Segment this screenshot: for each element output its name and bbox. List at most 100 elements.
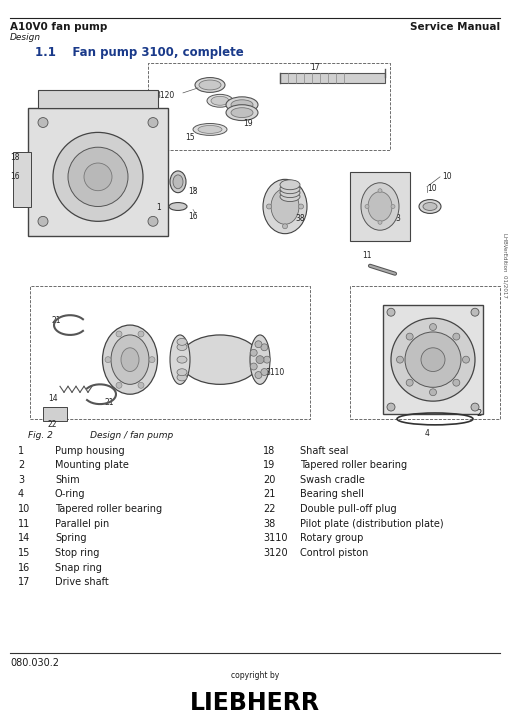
Text: Swash cradle: Swash cradle — [299, 475, 364, 485]
Ellipse shape — [279, 184, 299, 193]
Text: 10: 10 — [18, 504, 30, 514]
Text: 10: 10 — [441, 173, 451, 181]
Text: Tapered roller bearing: Tapered roller bearing — [299, 460, 406, 470]
Text: 1: 1 — [18, 446, 24, 456]
Text: Mounting plate: Mounting plate — [55, 460, 129, 470]
Text: 3: 3 — [18, 475, 24, 485]
Text: 080.030.2: 080.030.2 — [10, 658, 59, 668]
Ellipse shape — [121, 348, 139, 372]
Ellipse shape — [231, 108, 252, 118]
Circle shape — [68, 147, 128, 206]
Text: 11: 11 — [361, 252, 371, 260]
Circle shape — [404, 332, 460, 388]
Text: 10: 10 — [427, 184, 436, 193]
Circle shape — [38, 216, 48, 226]
Bar — [38, 90, 158, 108]
Circle shape — [84, 163, 112, 191]
Text: 3110: 3110 — [263, 533, 287, 544]
Text: Pump housing: Pump housing — [55, 446, 124, 456]
Ellipse shape — [279, 180, 299, 190]
Text: 15: 15 — [18, 548, 31, 558]
Ellipse shape — [360, 183, 398, 230]
Ellipse shape — [211, 96, 229, 105]
Circle shape — [263, 356, 270, 363]
Circle shape — [405, 333, 412, 340]
Text: O-ring: O-ring — [55, 490, 86, 500]
Ellipse shape — [169, 171, 186, 193]
Circle shape — [377, 220, 381, 224]
Circle shape — [38, 118, 48, 127]
Ellipse shape — [111, 335, 149, 385]
Ellipse shape — [422, 203, 436, 211]
Ellipse shape — [249, 335, 269, 385]
Circle shape — [53, 132, 143, 221]
Text: Stop ring: Stop ring — [55, 548, 99, 558]
Text: Bearing shell: Bearing shell — [299, 490, 363, 500]
Text: Shaft seal: Shaft seal — [299, 446, 348, 456]
Text: 19: 19 — [242, 119, 252, 128]
Text: 4: 4 — [18, 490, 24, 500]
Circle shape — [470, 308, 478, 316]
Circle shape — [420, 348, 444, 372]
Text: 4: 4 — [423, 429, 429, 439]
Ellipse shape — [367, 192, 391, 221]
Text: Spring: Spring — [55, 533, 87, 544]
Bar — [180, 349, 260, 370]
Text: Control piston: Control piston — [299, 548, 367, 558]
Text: 18: 18 — [263, 446, 275, 456]
Circle shape — [105, 357, 111, 362]
Circle shape — [260, 369, 267, 375]
Text: 19: 19 — [263, 460, 275, 470]
Circle shape — [116, 331, 122, 337]
Ellipse shape — [263, 179, 306, 234]
Text: Pilot plate (distribution plate): Pilot plate (distribution plate) — [299, 518, 443, 528]
Text: 21: 21 — [263, 490, 275, 500]
Text: 20: 20 — [118, 371, 127, 380]
Circle shape — [260, 344, 267, 351]
Text: 38: 38 — [294, 214, 304, 223]
Text: 18: 18 — [11, 152, 20, 162]
Text: Fig. 2: Fig. 2 — [28, 431, 53, 440]
Circle shape — [386, 308, 394, 316]
Text: Service Manual: Service Manual — [409, 22, 499, 32]
Ellipse shape — [279, 192, 299, 201]
Ellipse shape — [418, 200, 440, 214]
Text: 11: 11 — [18, 518, 30, 528]
Text: 22: 22 — [48, 421, 58, 429]
Text: 17: 17 — [18, 577, 31, 587]
Text: 3120: 3120 — [263, 548, 287, 558]
Text: 38: 38 — [263, 518, 275, 528]
Circle shape — [405, 379, 412, 386]
Circle shape — [250, 363, 257, 370]
Text: 15: 15 — [185, 133, 194, 142]
Ellipse shape — [169, 335, 190, 385]
Bar — [28, 108, 167, 236]
Circle shape — [390, 204, 394, 209]
Ellipse shape — [225, 97, 258, 113]
Circle shape — [429, 324, 436, 331]
Text: 1.1    Fan pump 3100, complete: 1.1 Fan pump 3100, complete — [35, 47, 243, 60]
Text: 16: 16 — [18, 562, 30, 572]
Ellipse shape — [168, 203, 187, 211]
Ellipse shape — [279, 188, 299, 198]
Circle shape — [138, 331, 144, 337]
Text: copyright by: copyright by — [231, 671, 278, 680]
Ellipse shape — [173, 175, 183, 188]
Text: 1: 1 — [156, 203, 160, 212]
Text: 2: 2 — [475, 410, 480, 418]
Circle shape — [250, 349, 257, 356]
Bar — [279, 73, 384, 83]
Ellipse shape — [270, 188, 298, 224]
Circle shape — [452, 379, 459, 386]
Text: LHBVerEdition  01/2017: LHBVerEdition 01/2017 — [501, 234, 506, 298]
Circle shape — [395, 356, 403, 363]
Bar — [43, 407, 67, 421]
Ellipse shape — [177, 369, 187, 376]
Text: 2: 2 — [18, 460, 24, 470]
Circle shape — [298, 204, 303, 209]
Bar — [349, 172, 409, 241]
Ellipse shape — [102, 325, 157, 394]
Text: Rotary group: Rotary group — [299, 533, 362, 544]
Text: LIEBHERR: LIEBHERR — [190, 691, 319, 715]
Text: 14: 14 — [18, 533, 30, 544]
